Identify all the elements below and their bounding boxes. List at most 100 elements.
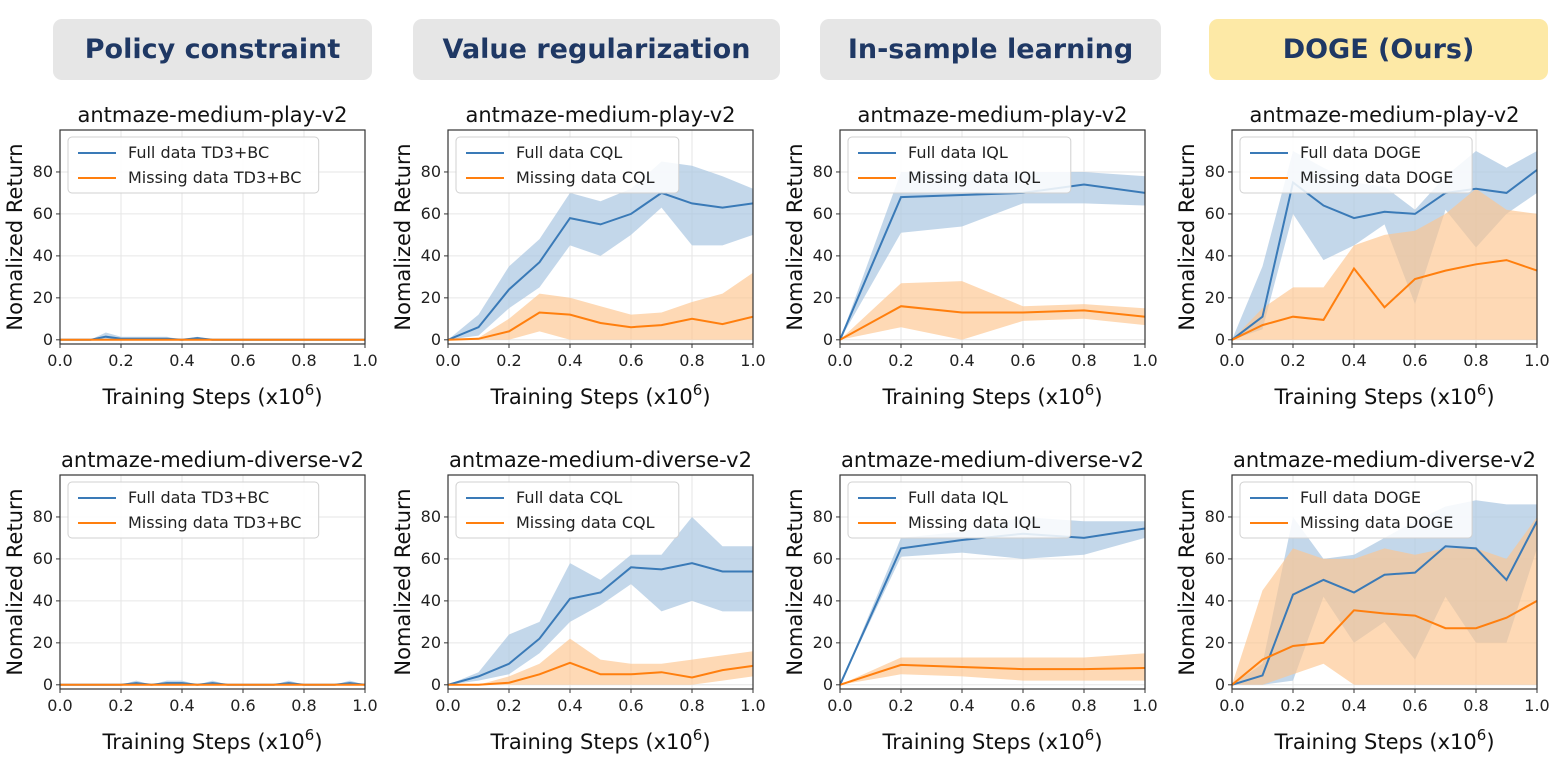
series-line (840, 663, 1145, 686)
chart-title: antmaze-medium-play-v2 (1249, 103, 1519, 127)
x-axis-label: Training Steps (x106) (101, 381, 322, 409)
legend-label: Full data CQL (516, 488, 622, 507)
x-tick-label: 0.2 (108, 351, 133, 370)
x-tick-label: 0.0 (827, 696, 852, 715)
y-tick-label: 60 (813, 204, 833, 223)
y-axis-label: Nomalized Return (1175, 488, 1199, 675)
y-tick-label: 60 (33, 204, 53, 223)
x-tick-label: 0.6 (1402, 351, 1427, 370)
confidence-band (448, 517, 753, 685)
chart-panel: 0.0 0.2 0.4 0.6 0.8 1.0 0 20 40 60 80 antmaze-mediu… (783, 103, 1158, 409)
x-tick-label: 0.0 (435, 696, 460, 715)
x-tick-label: 0.0 (47, 351, 72, 370)
header-policy-constraint: Policy constraint (53, 19, 372, 80)
series-line (840, 183, 1145, 341)
legend-box (847, 136, 1072, 194)
legend-box (455, 136, 680, 194)
y-tick-label: 20 (33, 633, 53, 652)
y-tick-label: 0 (1215, 675, 1225, 694)
x-tick-label: 0.0 (1219, 696, 1244, 715)
confidence-band (1232, 517, 1537, 685)
legend-box (455, 481, 680, 539)
series-line (448, 191, 753, 341)
header-in-sample-learning: In-sample learning (820, 19, 1161, 80)
series-line (448, 562, 753, 686)
y-tick-label: 40 (33, 591, 53, 610)
x-tick-label: 0.6 (1402, 696, 1427, 715)
x-tick-label: 0.2 (888, 696, 913, 715)
y-axis-label: Nomalized Return (783, 488, 807, 675)
plot-area (448, 161, 753, 341)
plot-area (1232, 500, 1537, 686)
plot-frame (59, 129, 366, 345)
x-tick-label: 0.2 (496, 696, 521, 715)
legend-label: Missing data IQL (908, 513, 1040, 532)
x-tick-label: 0.8 (1071, 696, 1096, 715)
legend-box (1239, 136, 1473, 194)
legend-label: Full data CQL (516, 143, 622, 162)
x-tick-label: 1.0 (1132, 351, 1157, 370)
legend-label: Full data DOGE (1300, 143, 1421, 162)
chart-title: antmaze-medium-play-v2 (857, 103, 1127, 127)
series-line (840, 305, 1145, 341)
x-tick-label: 0.6 (618, 696, 643, 715)
y-tick-label: 80 (1205, 507, 1225, 526)
legend-label: Full data TD3+BC (128, 488, 269, 507)
y-tick-label: 80 (813, 507, 833, 526)
chart-title: antmaze-medium-diverse-v2 (1233, 448, 1536, 472)
x-tick-label: 0.2 (108, 696, 133, 715)
x-tick-label: 0.4 (557, 351, 582, 370)
confidence-band (1232, 151, 1537, 340)
y-tick-label: 0 (431, 675, 441, 694)
y-tick-label: 60 (1205, 204, 1225, 223)
series-line (448, 311, 753, 341)
x-tick-label: 0.4 (169, 351, 194, 370)
x-tick-label: 1.0 (740, 696, 765, 715)
x-axis-label: Training Steps (x106) (489, 381, 710, 409)
legend-label: Full data IQL (908, 488, 1008, 507)
x-tick-label: 0.4 (557, 696, 582, 715)
y-axis-label: Nomalized Return (783, 143, 807, 330)
x-axis-label: Training Steps (x106) (1273, 381, 1494, 409)
chart-title: antmaze-medium-diverse-v2 (61, 448, 364, 472)
plot-area (840, 172, 1145, 341)
legend-label: Full data DOGE (1300, 488, 1421, 507)
x-tick-label: 0.8 (679, 351, 704, 370)
plot-area (1232, 151, 1537, 341)
header-value-regularization: Value regularization (413, 19, 780, 80)
legend-label: Missing data TD3+BC (128, 168, 301, 187)
y-tick-label: 20 (421, 633, 441, 652)
chart-panel: 0.0 0.2 0.4 0.6 0.8 1.0 0 20 40 60 80 antmaze-mediu… (391, 448, 766, 754)
x-tick-label: 0.2 (496, 351, 521, 370)
legend-box (1239, 481, 1473, 539)
plot-area (448, 517, 753, 686)
plot-frame (839, 474, 1146, 690)
y-tick-label: 20 (421, 288, 441, 307)
x-axis-label: Training Steps (x106) (881, 726, 1102, 754)
y-tick-label: 0 (43, 675, 53, 694)
y-tick-label: 40 (813, 591, 833, 610)
y-tick-label: 0 (431, 330, 441, 349)
x-axis-label: Training Steps (x106) (101, 726, 322, 754)
legend-box (67, 136, 320, 194)
x-tick-label: 1.0 (1524, 351, 1549, 370)
x-tick-label: 1.0 (1524, 696, 1549, 715)
plot-frame (447, 474, 754, 690)
legend-label: Full data TD3+BC (128, 143, 269, 162)
confidence-band (840, 281, 1145, 340)
y-tick-label: 40 (1205, 246, 1225, 265)
x-tick-label: 1.0 (352, 351, 377, 370)
legend-label: Missing data DOGE (1300, 168, 1453, 187)
chart-panel: 0.0 0.2 0.4 0.6 0.8 1.0 0 20 40 60 80 antmaze-mediu… (3, 448, 378, 754)
y-tick-label: 0 (43, 330, 53, 349)
x-tick-label: 0.2 (1280, 351, 1305, 370)
x-tick-label: 0.6 (230, 351, 255, 370)
y-tick-label: 20 (813, 288, 833, 307)
x-tick-label: 0.2 (1280, 696, 1305, 715)
x-tick-label: 0.8 (679, 696, 704, 715)
legend-box (847, 481, 1072, 539)
chart-title: antmaze-medium-diverse-v2 (841, 448, 1144, 472)
confidence-band (448, 161, 753, 340)
y-tick-label: 60 (813, 549, 833, 568)
